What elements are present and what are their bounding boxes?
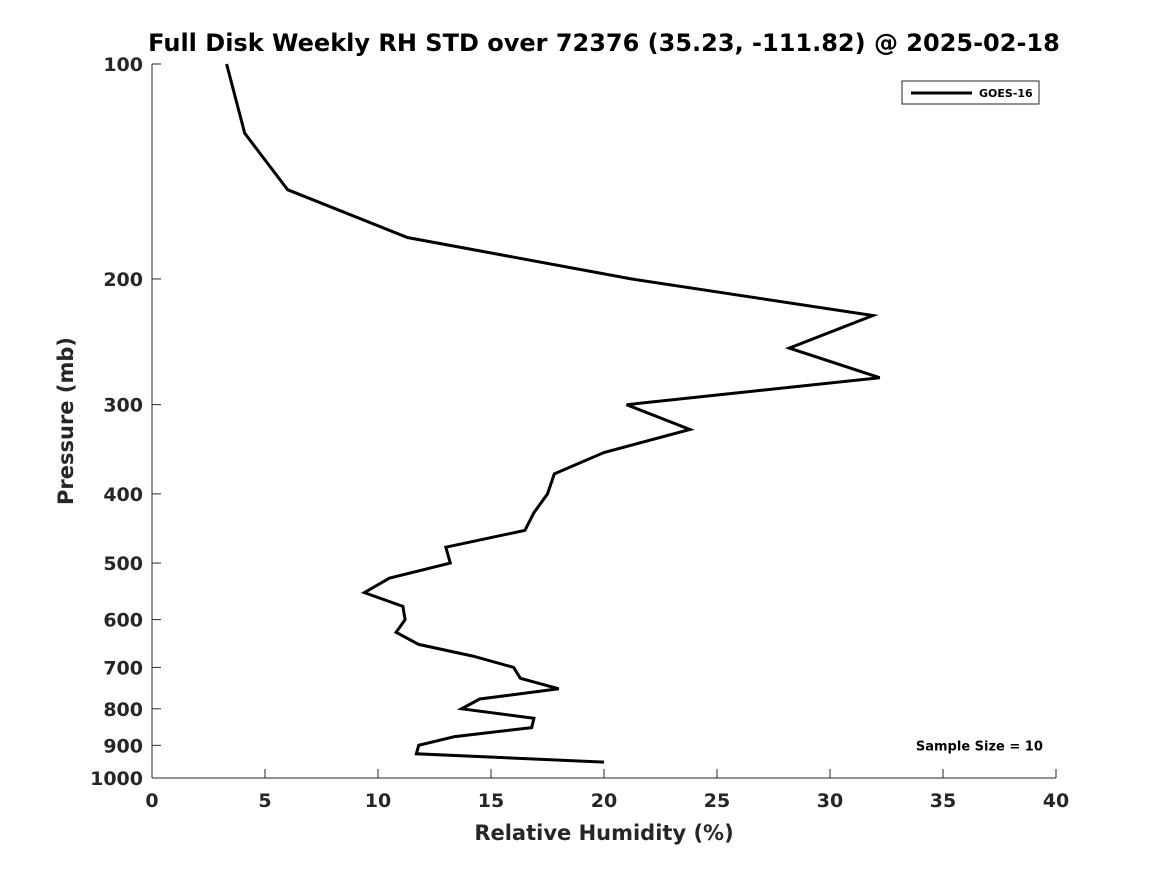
y-tick-label: 400 [103,484,143,506]
annotations: Sample Size = 10 [916,739,1043,754]
y-tick-label: 100 [103,54,143,76]
sample-size-annotation: Sample Size = 10 [916,739,1043,754]
y-tick-label: 1000 [90,768,143,790]
legend-entry: GOES-16 [979,87,1033,100]
x-tick-label: 35 [930,790,956,812]
legend: GOES-16 [901,80,1040,105]
y-axis-label: Pressure (mb) [54,337,78,505]
y-tick-label: 800 [103,699,143,721]
x-axis-label: Relative Humidity (%) [474,821,733,845]
x-tick-label: 0 [145,790,158,812]
y-tick-label: 900 [103,735,143,757]
y-tick-label: 200 [103,269,143,291]
y-tick-label: 700 [103,657,143,679]
x-tick-label: 40 [1043,790,1069,812]
x-tick-label: 30 [817,790,843,812]
y-tick-label: 500 [103,553,143,575]
series-lines [225,63,881,764]
x-tick-label: 20 [591,790,617,812]
x-tick-label: 5 [258,790,271,812]
x-tick-label: 15 [478,790,504,812]
y-tick-label: 300 [103,395,143,417]
tick-marks [151,63,1057,779]
x-tick-label: 25 [704,790,730,812]
y-tick-label: 600 [103,610,143,632]
tick-labels: 0 5 10 15 20 25 30 35 40 100 200 300 400 500 600 700 800… [90,54,1069,812]
x-tick-label: 10 [365,790,391,812]
series-line-goes-16 [225,63,881,764]
axes [151,64,1056,779]
chart-title: Full Disk Weekly RH STD over 72376 (35.2… [148,29,1060,57]
